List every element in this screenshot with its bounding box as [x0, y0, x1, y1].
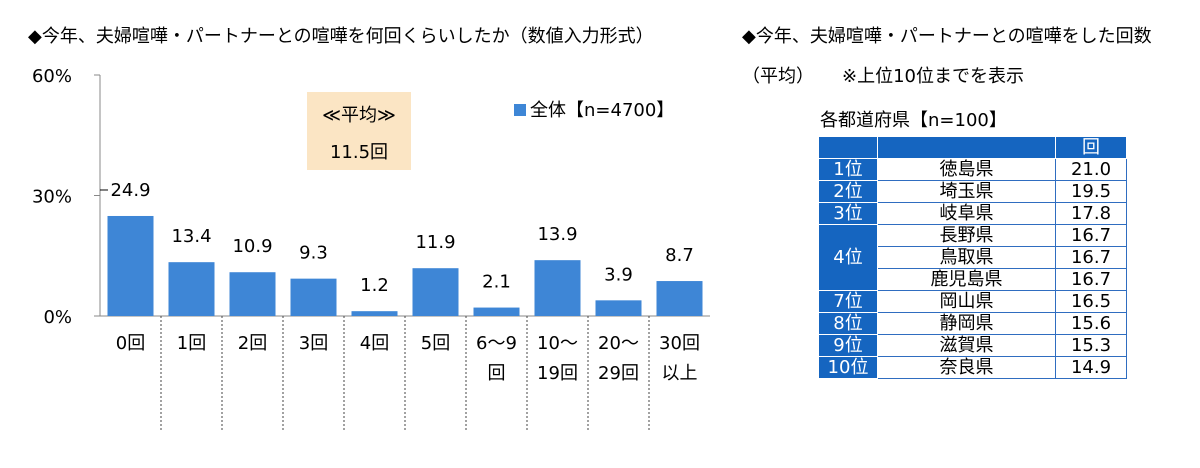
prefecture-cell: 岐阜県 [877, 202, 1056, 225]
bar [473, 307, 520, 316]
table-row: 2位 埼玉県 19.5 [818, 180, 1127, 203]
rank-cell: 8位 [818, 312, 878, 335]
chart-title: ◆今年、夫婦喧嘩・パートナーとの喧嘩を何回くらいしたか（数値入力形式） [28, 26, 654, 47]
x-tick-label: 19回 [537, 363, 578, 384]
data-label: 2.1 [482, 272, 511, 293]
y-tick-label: 30% [32, 187, 72, 208]
table-row: 10位 奈良県 14.9 [818, 356, 1127, 379]
bar [168, 262, 215, 316]
rank-cell: 3位 [818, 202, 878, 225]
data-label: 9.3 [299, 243, 328, 264]
prefecture-cell: 静岡県 [877, 312, 1056, 335]
table-row: 鹿児島県 16.7 [819, 268, 1127, 291]
data-label: 13.4 [171, 226, 211, 247]
rank-cell: 1位 [818, 158, 878, 181]
data-label: 24.9 [110, 180, 150, 201]
x-tick-label: 3回 [299, 333, 328, 354]
x-tick-label: 30回 [659, 333, 700, 354]
x-tick-label: 回 [488, 363, 506, 384]
header-pref-cell [877, 136, 1056, 159]
table-row: 9位 滋賀県 15.3 [818, 334, 1127, 357]
x-tick-label: 29回 [598, 363, 639, 384]
table-caption: 各都道府県【n=100】 [820, 110, 1007, 131]
rank-cell: 10位 [818, 356, 878, 379]
data-label: 8.7 [665, 245, 694, 266]
y-tick-label: 60% [32, 66, 72, 87]
ranking-subtitle-average: （平均） [742, 66, 814, 87]
value-cell: 16.7 [1055, 246, 1127, 269]
data-label: 3.9 [604, 264, 633, 285]
prefecture-cell: 徳島県 [877, 158, 1056, 181]
value-cell: 14.9 [1055, 356, 1127, 379]
prefecture-cell: 埼玉県 [877, 180, 1056, 203]
x-tick-label: 5回 [421, 333, 450, 354]
rank-cell: 9位 [818, 334, 878, 357]
value-cell: 15.3 [1055, 334, 1127, 357]
data-label: 1.2 [360, 275, 389, 296]
value-cell: 19.5 [1055, 180, 1127, 203]
header-rank-cell [818, 136, 878, 159]
y-tick-label: 0% [43, 307, 72, 328]
prefecture-cell: 岡山県 [877, 290, 1056, 313]
rank-cell: 2位 [818, 180, 878, 203]
ranking-title: ◆今年、夫婦喧嘩・パートナーとの喧嘩をした回数 [742, 26, 1152, 47]
bar [534, 260, 581, 316]
x-tick-label: 4回 [360, 333, 389, 354]
x-tick-label: 2回 [238, 333, 267, 354]
bar [351, 311, 398, 316]
prefecture-cell: 鳥取県 [877, 246, 1056, 269]
value-cell: 16.7 [1055, 224, 1127, 247]
x-tick-label: 10～ [537, 333, 578, 354]
ranking-table: 回 1位 徳島県 21.0 2位 埼玉県 19.5 3位 岐阜県 17.8 4位 長野県 16.7 鳥取県… [818, 136, 1127, 379]
prefecture-cell: 滋賀県 [877, 334, 1056, 357]
bar [290, 278, 337, 316]
average-box [307, 92, 411, 170]
ranking-subtitle: （平均） ※上位10位までを表示 [742, 62, 1024, 88]
rank-cell: 4位 [818, 224, 878, 291]
value-cell: 21.0 [1055, 158, 1127, 181]
x-tick-label: 20～ [598, 333, 639, 354]
bar-chart: 0% 30% 60% 24.9 0回 13.4 1回 10.9 2回 9.3 3回 1.2 4回 11.9… [32, 66, 710, 432]
bar [412, 268, 459, 316]
data-label: 11.9 [415, 232, 455, 253]
table-row: 3位 岐阜県 17.8 [818, 202, 1127, 225]
bar [595, 300, 642, 316]
prefecture-cell: 奈良県 [877, 356, 1056, 379]
table-row: 4位 長野県 16.7 [818, 224, 1127, 291]
value-cell: 16.5 [1055, 290, 1127, 313]
bar [656, 281, 703, 316]
value-cell: 17.8 [1055, 202, 1127, 225]
legend-swatch [514, 104, 526, 116]
x-tick-label: 1回 [177, 333, 206, 354]
rank-cell: 7位 [818, 290, 878, 313]
x-tick-label: 以上 [662, 363, 698, 384]
table-header-row: 回 [818, 136, 1127, 159]
x-tick-label: 0回 [116, 333, 145, 354]
ranking-note: ※上位10位までを表示 [842, 66, 1024, 87]
x-tick-label: 6～9 [476, 333, 517, 354]
average-value: 11.5回 [330, 142, 388, 163]
table-row: 8位 静岡県 15.6 [818, 312, 1127, 335]
average-label: ≪平均≫ [322, 105, 396, 126]
bar [229, 272, 276, 316]
value-cell: 16.7 [1055, 268, 1127, 291]
prefecture-cell: 長野県 [877, 224, 1056, 247]
legend-label: 全体【n=4700】 [530, 100, 674, 121]
table-row: 1位 徳島県 21.0 [818, 158, 1127, 181]
data-label: 13.9 [537, 224, 577, 245]
table-row: 7位 岡山県 16.5 [818, 290, 1127, 313]
data-label: 10.9 [232, 236, 272, 257]
bar [107, 215, 154, 316]
table-row: 鳥取県 16.7 [819, 246, 1127, 269]
prefecture-cell: 鹿児島県 [877, 268, 1056, 291]
value-cell: 15.6 [1055, 312, 1127, 335]
header-unit-cell: 回 [1055, 136, 1127, 159]
